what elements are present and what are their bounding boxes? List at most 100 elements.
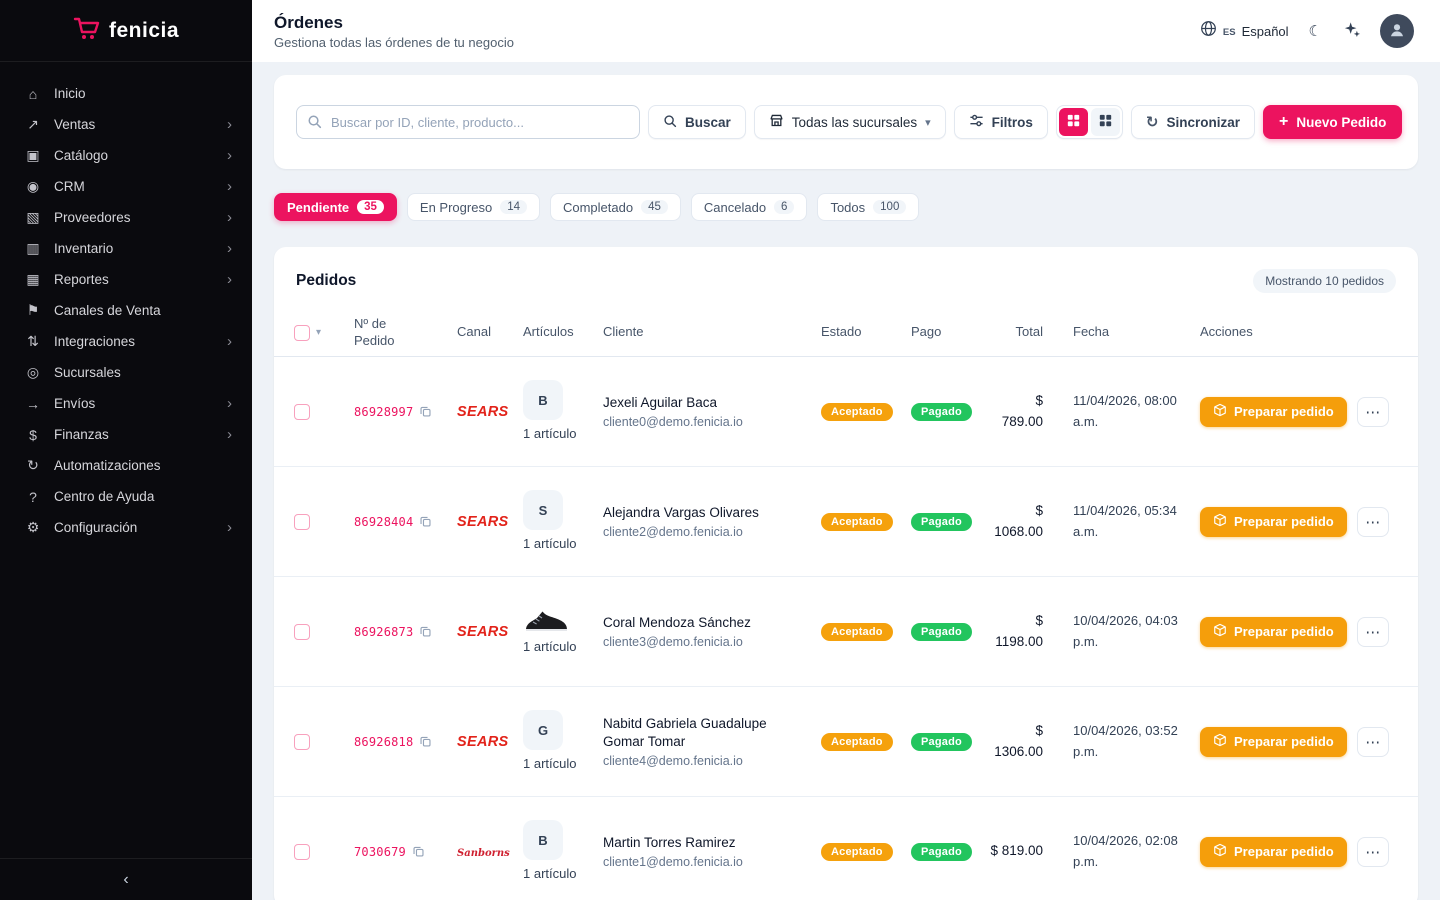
sync-icon: ↻ (1145, 113, 1159, 131)
customer-email: cliente1@demo.fenicia.io (603, 855, 743, 870)
tab-count-badge: 14 (500, 200, 527, 214)
sidebar-item[interactable]: ↻ Automatizaciones (0, 450, 252, 481)
status-tabs: Pendiente 35 En Progreso 14 Completado 4… (274, 193, 1418, 221)
status-tab[interactable]: Todos 100 (817, 193, 920, 221)
sidebar-item[interactable]: ▣ Catálogo › (0, 140, 252, 171)
settings-icon: ⚙ (26, 519, 40, 535)
chevron-right-icon: › (227, 395, 232, 412)
tab-count-badge: 45 (641, 200, 668, 214)
ellipsis-icon: ⋯ (1365, 513, 1381, 531)
table-view-button[interactable] (1058, 108, 1088, 136)
row-more-actions-button[interactable]: ⋯ (1356, 616, 1389, 647)
order-id-link[interactable]: 86928404 (354, 514, 414, 529)
help-icon: ? (29, 488, 37, 505)
order-id-link[interactable]: 86928997 (354, 404, 414, 419)
sync-button[interactable]: ↻ Sincronizar (1130, 105, 1255, 139)
grid-icon (1099, 114, 1112, 130)
channel-logo: SEARS (457, 623, 509, 640)
order-total: $ 1198.00 (995, 613, 1043, 649)
sidebar-item[interactable]: ◎ Sucursales (0, 357, 252, 388)
status-tab[interactable]: En Progreso 14 (406, 193, 540, 221)
copy-icon[interactable] (412, 845, 425, 858)
language-selector[interactable]: ES Español (1200, 20, 1289, 42)
chevron-down-icon[interactable]: ▾ (316, 327, 322, 338)
copy-icon[interactable] (419, 405, 432, 418)
row-checkbox[interactable] (294, 403, 310, 420)
copy-icon[interactable] (419, 735, 432, 748)
select-all-checkbox[interactable] (294, 324, 310, 341)
brand-logo[interactable]: fenicia (0, 0, 252, 62)
sidebar-item[interactable]: ↗ Ventas › (0, 109, 252, 140)
payment-badge: Pagado (911, 843, 972, 861)
filters-button[interactable]: Filtros (953, 105, 1048, 139)
customer-name: Nabitd Gabriela Guadalupe Gomar Tomar (603, 715, 767, 749)
chevron-right-icon: › (227, 426, 232, 443)
row-checkbox[interactable] (294, 843, 310, 860)
reports-icon: ▦ (26, 271, 40, 287)
status-tab[interactable]: Pendiente 35 (274, 193, 397, 221)
view-toggle (1055, 105, 1123, 139)
page-title: Órdenes (274, 12, 343, 32)
sidebar-item[interactable]: ⚙ Configuración › (0, 512, 252, 543)
package-icon (1213, 623, 1227, 640)
sidebar-item[interactable]: → Envíos › (0, 388, 252, 419)
dark-mode-toggle[interactable]: ☾ (1307, 20, 1324, 42)
store-icon (769, 113, 784, 131)
assistant-button[interactable] (1342, 19, 1362, 43)
chevron-right-icon: › (227, 519, 232, 536)
payment-badge: Pagado (911, 623, 972, 641)
order-id-link[interactable]: 7030679 (354, 844, 406, 859)
item-initial-avatar: G (523, 710, 563, 751)
sidebar-item[interactable]: ▦ Reportes › (0, 264, 252, 295)
sidebar-item[interactable]: ⌂ Inicio (0, 78, 252, 109)
grid-view-button[interactable] (1090, 108, 1120, 136)
page-subtitle: Gestiona todas las órdenes de tu negocio (274, 34, 514, 50)
sidebar-item[interactable]: ? Centro de Ayuda (0, 481, 252, 512)
prepare-order-button[interactable]: Preparar pedido (1200, 726, 1347, 757)
items-count-label: 1 artículo (523, 866, 577, 882)
status-tab[interactable]: Cancelado 6 (690, 193, 808, 221)
row-more-actions-button[interactable]: ⋯ (1356, 836, 1389, 867)
sidebar-nav: ⌂ Inicio ↗ Ventas › ▣ Catálogo › ◉ (0, 62, 252, 858)
new-order-button[interactable]: + Nuevo Pedido (1263, 105, 1403, 139)
prepare-order-button[interactable]: Preparar pedido (1200, 836, 1347, 867)
row-more-actions-button[interactable]: ⋯ (1356, 396, 1389, 427)
search-button[interactable]: Buscar (648, 105, 746, 139)
row-more-actions-button[interactable]: ⋯ (1356, 506, 1389, 537)
branch-filter-select[interactable]: Todas las sucursales ▾ (753, 105, 946, 139)
order-id-link[interactable]: 86926818 (354, 734, 414, 749)
orders-search-input[interactable] (296, 105, 640, 139)
sidebar-item-label: Inicio (54, 86, 86, 101)
sidebar-item[interactable]: $ Finanzas › (0, 419, 252, 450)
row-checkbox[interactable] (294, 623, 310, 640)
items-count-label: 1 artículo (523, 536, 577, 552)
row-more-actions-button[interactable]: ⋯ (1356, 726, 1389, 757)
sidebar-item-label: Inventario (54, 241, 114, 256)
home-icon: ⌂ (28, 85, 38, 102)
row-checkbox[interactable] (294, 513, 310, 530)
prepare-order-button[interactable]: Preparar pedido (1200, 506, 1347, 537)
sidebar-item[interactable]: ▥ Inventario › (0, 233, 252, 264)
user-avatar[interactable] (1380, 14, 1414, 48)
sidebar-item-label: Proveedores (54, 210, 131, 225)
sidebar-collapse-button[interactable]: ‹ (0, 858, 252, 900)
row-checkbox[interactable] (294, 733, 310, 750)
customer-name: Alejandra Vargas Olivares (603, 504, 759, 520)
status-tab[interactable]: Completado 45 (549, 193, 681, 221)
copy-icon[interactable] (419, 515, 432, 528)
sidebar-item[interactable]: ⇅ Integraciones › (0, 326, 252, 357)
finance-icon: $ (29, 426, 37, 443)
order-total: $ 819.00 (990, 843, 1043, 859)
sidebar-item[interactable]: ⚑ Canales de Venta (0, 295, 252, 326)
customer-email: cliente4@demo.fenicia.io (603, 754, 743, 769)
prepare-order-button[interactable]: Preparar pedido (1200, 396, 1347, 427)
chevron-right-icon: › (227, 147, 232, 164)
order-total: $ 1306.00 (994, 723, 1043, 759)
chevron-right-icon: › (227, 271, 232, 288)
order-id-link[interactable]: 86926873 (354, 624, 414, 639)
copy-icon[interactable] (419, 625, 432, 638)
sidebar-item[interactable]: ◉ CRM › (0, 171, 252, 202)
prepare-order-button[interactable]: Preparar pedido (1200, 616, 1347, 647)
sidebar-item[interactable]: ▧ Proveedores › (0, 202, 252, 233)
sidebar-item-label: Finanzas (54, 427, 109, 442)
